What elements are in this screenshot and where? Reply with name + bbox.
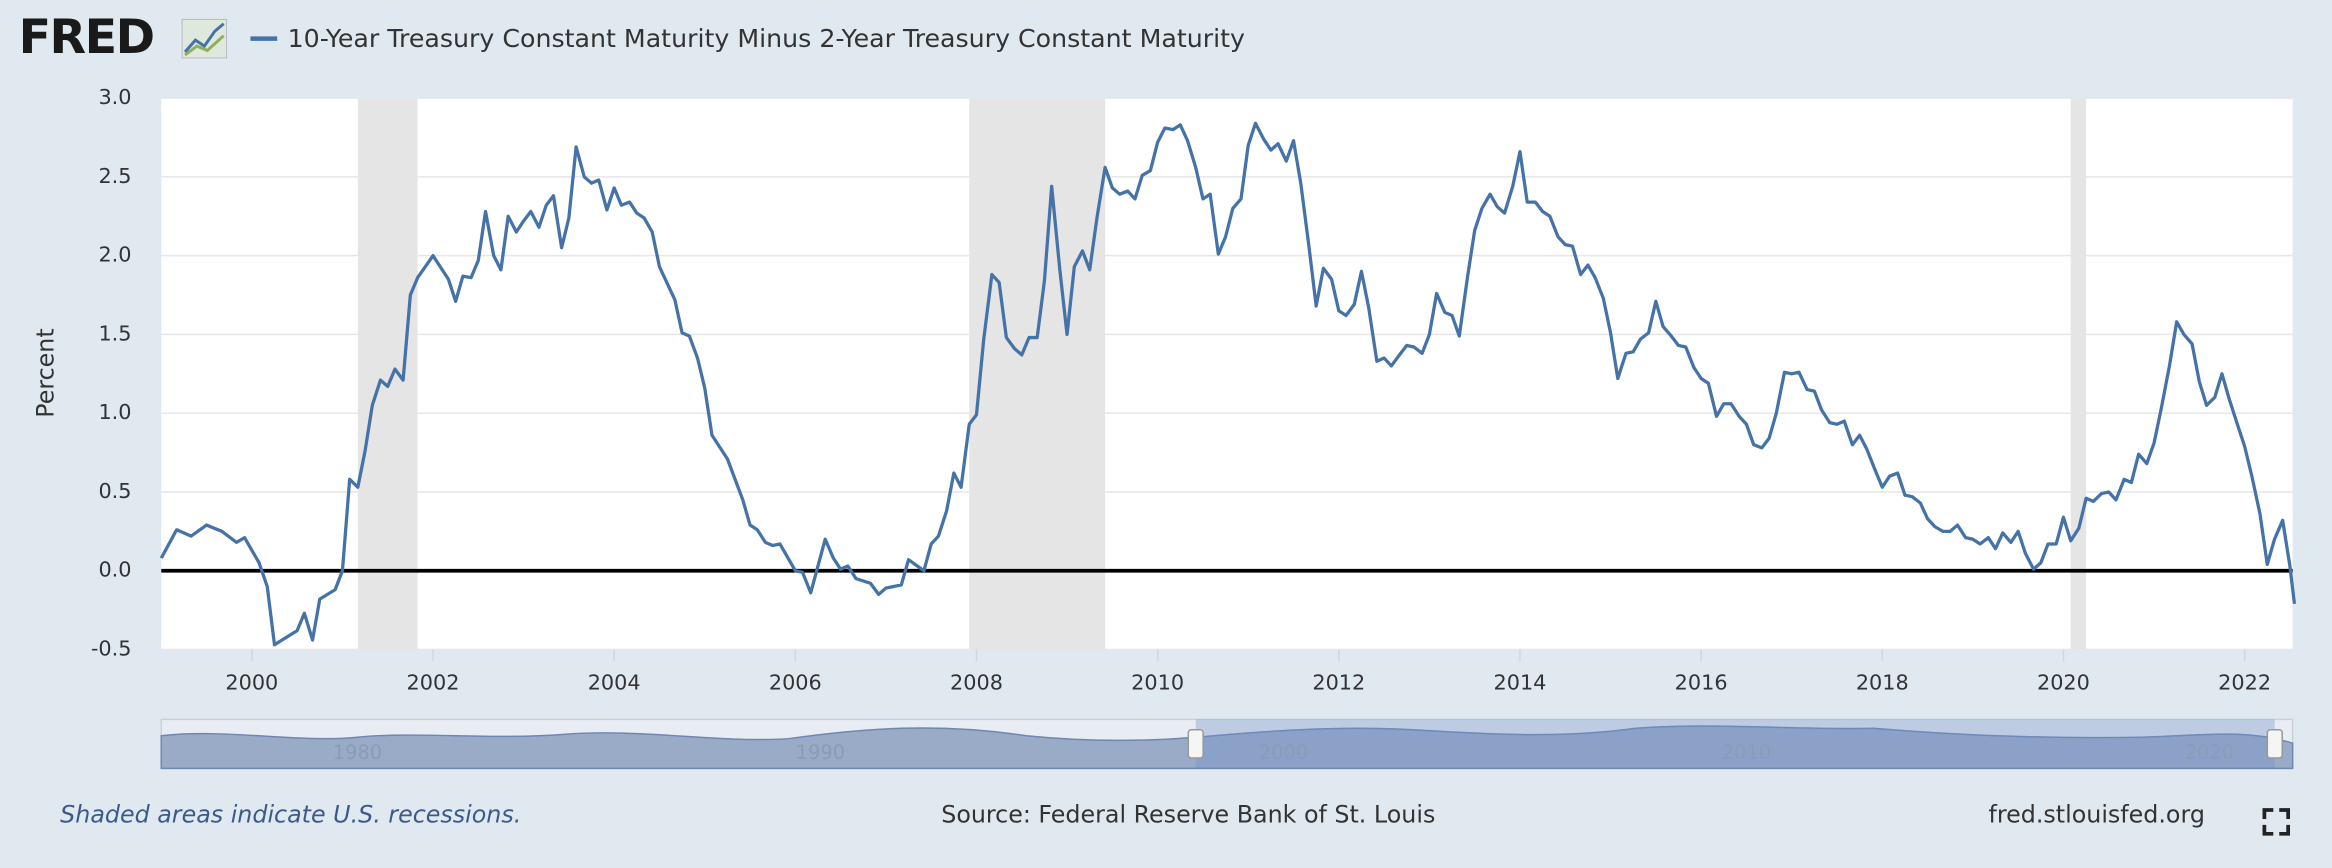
- series-line: [159, 121, 2297, 647]
- x-tick-label: 2016: [1675, 671, 1728, 695]
- recession-band: [969, 98, 1106, 650]
- plot-area: [161, 98, 2293, 650]
- recession-band: [357, 98, 418, 650]
- navigator: [160, 718, 2294, 770]
- y-tick-label: 2.5: [98, 164, 131, 188]
- recession-note: Shaded areas indicate U.S. recessions.: [60, 800, 521, 828]
- logo-icon: [181, 18, 228, 59]
- x-tick-label: 2006: [769, 671, 822, 695]
- fullscreen-icon[interactable]: [2262, 808, 2291, 836]
- x-tick-label: 2012: [1312, 671, 1365, 695]
- x-tick-label: 2004: [588, 671, 641, 695]
- y-tick-label: 1.5: [98, 321, 131, 345]
- source: Source: Federal Reserve Bank of St. Loui…: [941, 800, 1435, 828]
- x-tick-label: 2000: [225, 671, 278, 695]
- navigator-label: 2020: [2185, 741, 2234, 764]
- y-tick-label: 2.0: [98, 243, 131, 267]
- y-tick-label: 0.5: [98, 479, 131, 503]
- legend-label: 10-Year Treasury Constant Maturity Minus…: [288, 24, 1245, 53]
- y-tick-label: -0.5: [91, 637, 132, 661]
- logo: FRED: [19, 10, 154, 65]
- navigator-label: 1990: [796, 741, 845, 764]
- x-tick-label: 2008: [950, 671, 1003, 695]
- y-tick-label: 0.0: [98, 558, 131, 582]
- navigator-label: 2010: [1722, 741, 1771, 764]
- x-tick-label: 2020: [2037, 671, 2090, 695]
- x-tick-label: 2014: [1493, 671, 1546, 695]
- x-tick-label: 2022: [2218, 671, 2271, 695]
- navigator-labels: 1980 1990 2000 2010 2020: [333, 741, 2234, 764]
- x-tick-label: 2002: [407, 671, 460, 695]
- plot: -0.5 0.0 0.5 1.0 1.5 2.0 2.5 3.0 2000 2002 2004 200…: [91, 85, 2297, 695]
- recession-band: [2070, 98, 2087, 650]
- x-tick-label: 2018: [1856, 671, 1909, 695]
- y-tick-label: 1.0: [98, 400, 131, 424]
- navigator-label: 1980: [333, 741, 382, 764]
- y-tick-label: 3.0: [98, 85, 131, 109]
- y-axis-label: Percent: [31, 328, 59, 417]
- x-tick-label: 2010: [1131, 671, 1184, 695]
- navigator-label: 2000: [1259, 741, 1308, 764]
- site: fred.stlouisfed.org: [1989, 800, 2205, 828]
